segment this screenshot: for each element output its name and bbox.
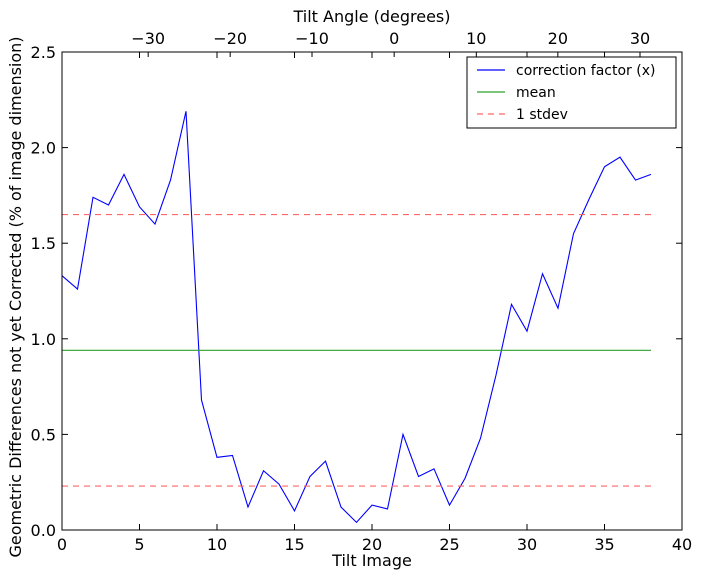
x-tick-label: 5 — [134, 535, 144, 554]
x-tick-label: 20 — [362, 535, 382, 554]
x-axis-bottom: 0 5 10 15 20 25 30 35 40 — [57, 52, 692, 554]
x-tick-label: 40 — [672, 535, 692, 554]
top-tick-label: 0 — [389, 29, 399, 48]
legend-label: mean — [516, 85, 556, 101]
y-axis-label: Geometric Differences not yet Corrected … — [6, 36, 25, 557]
plot-lines — [61, 111, 652, 524]
series-line-0 — [61, 111, 652, 524]
x-tick-label: 0 — [57, 535, 67, 554]
y-tick-label: 2.0 — [31, 139, 56, 158]
top-tick-label: −20 — [213, 29, 247, 48]
y-tick-label: 2.5 — [31, 43, 56, 62]
top-tick-label: 20 — [548, 29, 568, 48]
top-tick-label: −10 — [295, 29, 329, 48]
x-tick-label: 30 — [517, 535, 537, 554]
y-tick-label: 1.5 — [31, 234, 56, 253]
y-tick-label: 0.0 — [31, 521, 56, 540]
legend-label: correction factor (x) — [516, 63, 655, 79]
x-tick-label: 25 — [439, 535, 459, 554]
x-tick-label: 15 — [284, 535, 304, 554]
x-tick-label: 35 — [594, 535, 614, 554]
x-tick-label: 10 — [207, 535, 227, 554]
legend-label: 1 stdev — [516, 107, 568, 123]
y-tick-label: 1.0 — [31, 330, 56, 349]
y-axis-left: 0.0 0.5 1.0 1.5 2.0 2.5 — [31, 43, 682, 540]
top-tick-label: −30 — [131, 29, 165, 48]
x-axis-label: Tilt Image — [331, 551, 412, 570]
y-tick-label: 0.5 — [31, 425, 56, 444]
top-tick-label: 30 — [630, 29, 650, 48]
x-axis-top: −30 −20 −10 0 10 20 30 — [131, 29, 650, 57]
top-x-axis-label: Tilt Angle (degrees) — [292, 7, 450, 26]
top-tick-label: 10 — [466, 29, 486, 48]
legend: correction factor (x) mean 1 stdev — [466, 56, 677, 129]
